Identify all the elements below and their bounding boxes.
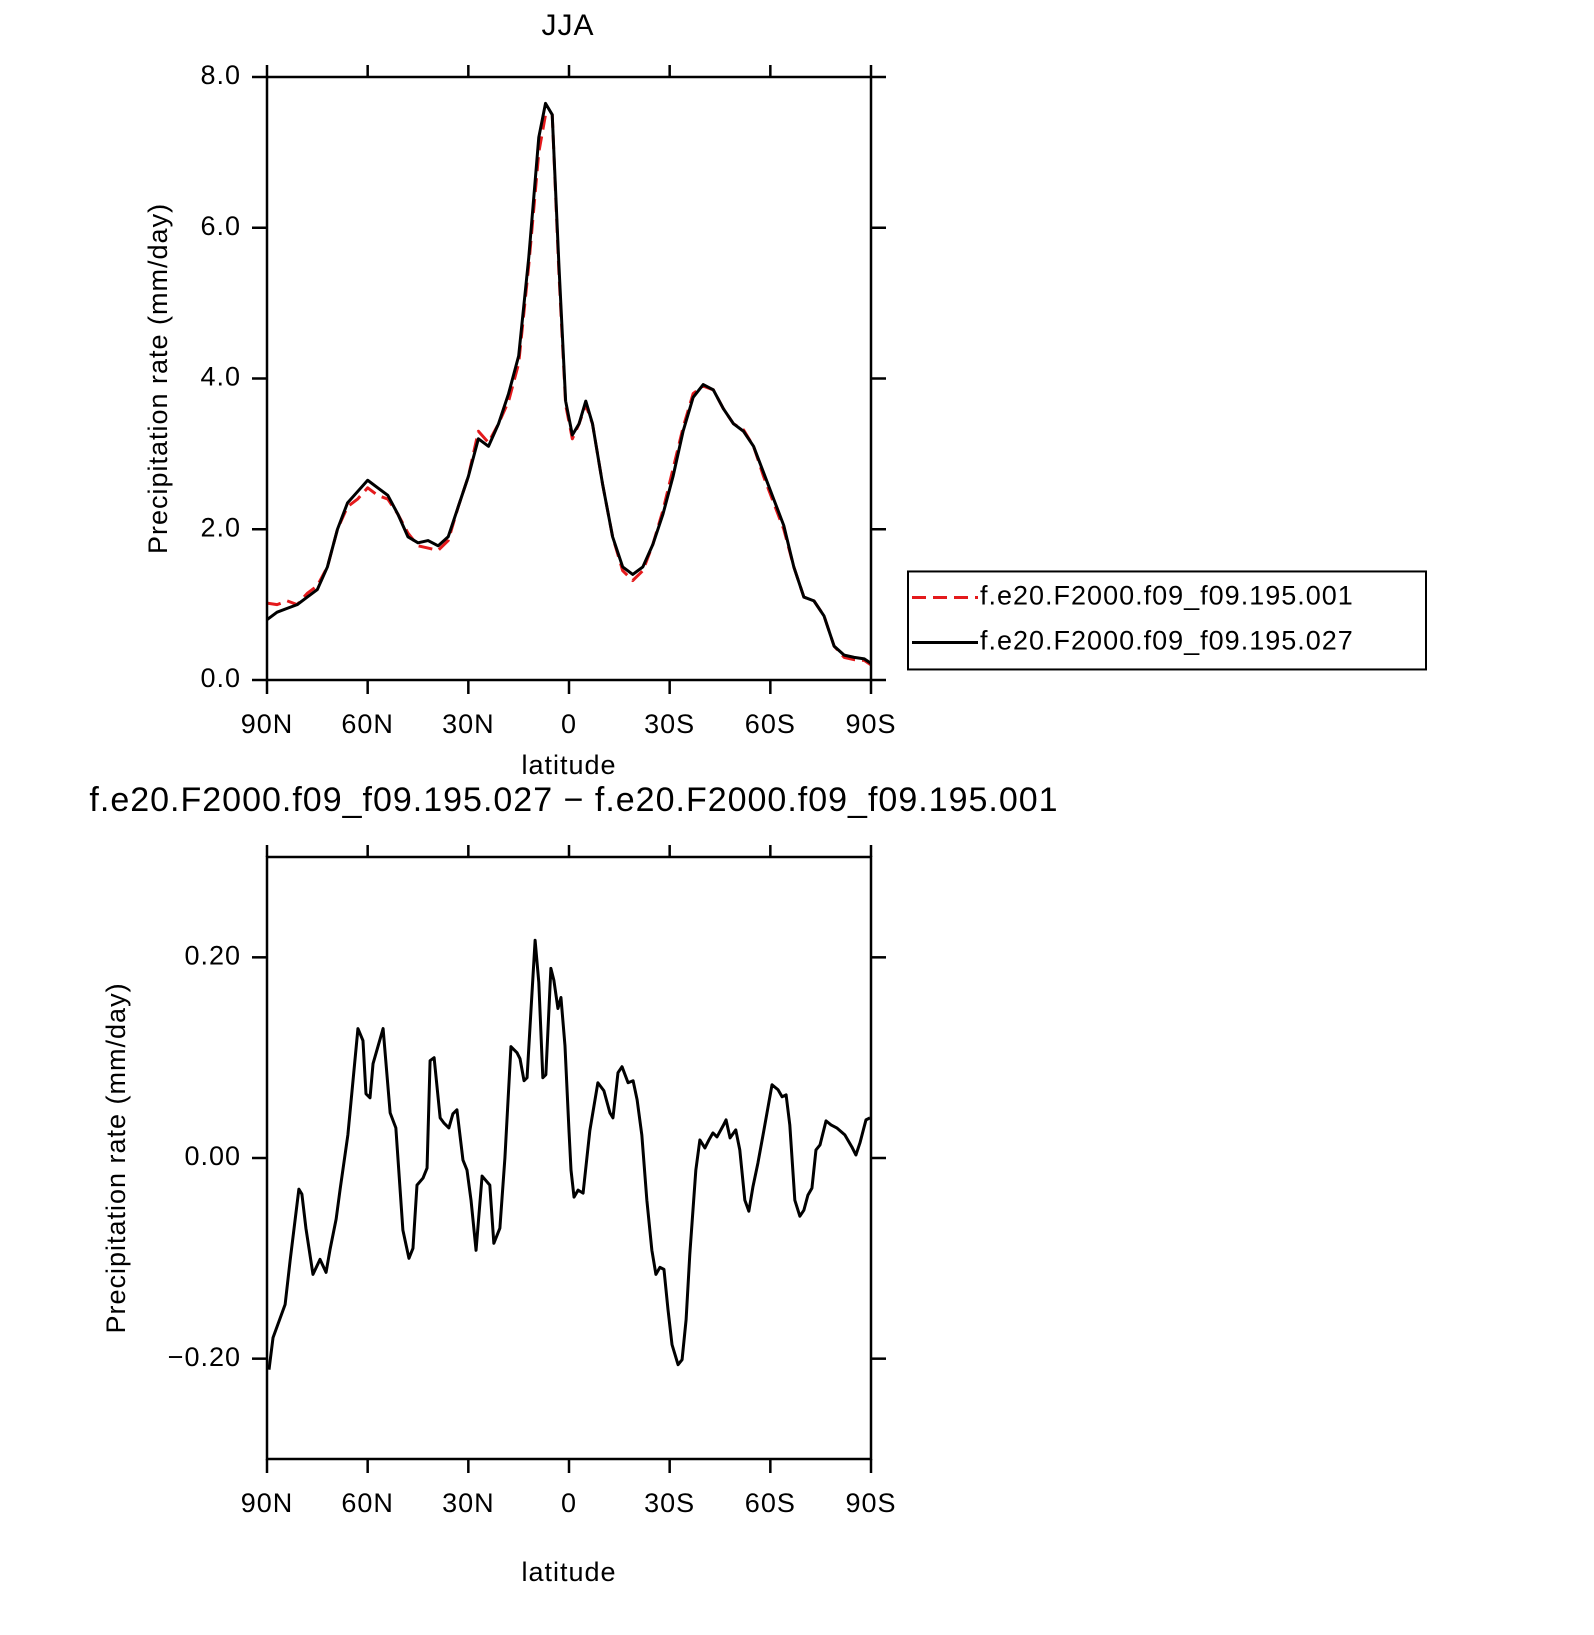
x-tick-label: 0 — [561, 1488, 577, 1518]
y-tick-label: −0.20 — [168, 1342, 241, 1372]
legend-box — [907, 570, 1427, 671]
x-tick-label: 0 — [561, 709, 577, 739]
x-tick-label: 30N — [442, 1488, 495, 1518]
y-axis-label: Precipitation rate (mm/day) — [143, 203, 173, 554]
x-tick-label: 60S — [745, 1488, 796, 1518]
x-tick-label: 30S — [644, 709, 695, 739]
x-tick-label: 90N — [241, 1488, 294, 1518]
x-tick-label: 90N — [241, 709, 294, 739]
plot-frame — [265, 75, 873, 682]
x-axis-label: latitude — [521, 750, 616, 780]
data-line — [266, 113, 872, 667]
data-line — [267, 938, 871, 1370]
legend-label: f.e20.F2000.f09_f09.195.027 — [980, 626, 1354, 656]
x-tick-label: 60N — [341, 1488, 394, 1518]
y-tick-label: 4.0 — [200, 362, 241, 392]
x-tick-label: 90S — [845, 709, 896, 739]
y-tick-label: 0.0 — [200, 663, 241, 693]
x-tick-label: 30S — [644, 1488, 695, 1518]
y-tick-label: 8.0 — [200, 60, 241, 90]
chart-title: JJA — [541, 9, 594, 42]
y-tick-label: 6.0 — [200, 211, 241, 241]
x-tick-label: 30N — [442, 709, 495, 739]
x-tick-label: 60S — [745, 709, 796, 739]
data-line — [266, 101, 872, 665]
x-tick-label: 60N — [341, 709, 394, 739]
y-tick-label: 2.0 — [200, 512, 241, 542]
y-axis-label: Precipitation rate (mm/day) — [101, 982, 131, 1333]
x-axis-label: latitude — [521, 1557, 616, 1587]
chart-title: f.e20.F2000.f09_f09.195.027 − f.e20.F200… — [89, 781, 1058, 819]
x-tick-label: 90S — [845, 1488, 896, 1518]
plot-frame — [265, 855, 873, 1461]
legend-label: f.e20.F2000.f09_f09.195.001 — [980, 581, 1354, 611]
y-tick-label: 0.20 — [184, 940, 241, 970]
y-tick-label: 0.00 — [184, 1141, 241, 1171]
